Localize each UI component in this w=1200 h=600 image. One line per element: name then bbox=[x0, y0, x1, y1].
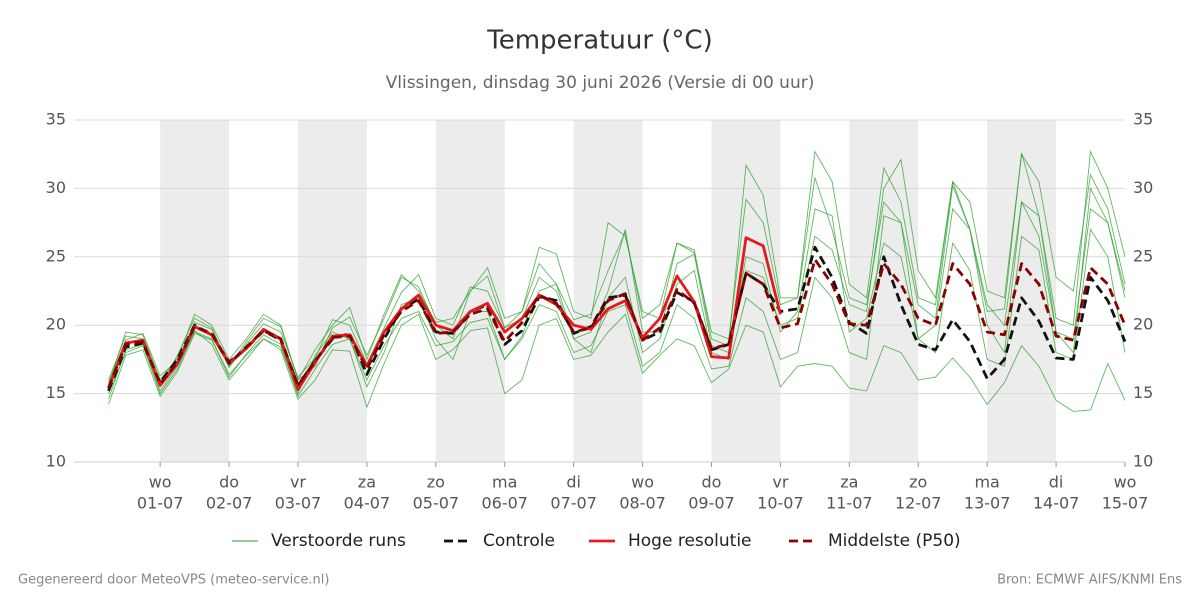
x-tick-date: 11-07 bbox=[826, 494, 873, 513]
x-tick-date: 14-07 bbox=[1033, 494, 1080, 513]
x-tick-date: 13-07 bbox=[964, 494, 1011, 513]
ensemble-line bbox=[108, 158, 1126, 383]
legend-label: Controle bbox=[483, 531, 555, 551]
x-tick-date: 01-07 bbox=[137, 494, 184, 513]
background bbox=[74, 119, 1125, 463]
y-tick-label: 20 bbox=[46, 315, 66, 334]
x-tick-day: ma bbox=[492, 473, 517, 492]
x-tick-day: vr bbox=[772, 473, 788, 492]
ensemble-line bbox=[108, 149, 1126, 388]
legend-label: Hoge resolutie bbox=[628, 531, 752, 551]
x-tick-date: 02-07 bbox=[206, 494, 253, 513]
x-tick-day: do bbox=[219, 473, 239, 492]
x-tick-day: za bbox=[840, 473, 858, 492]
y-tick-label: 25 bbox=[46, 246, 66, 265]
x-tick-day: ma bbox=[974, 473, 999, 492]
x-tick-day: za bbox=[358, 473, 376, 492]
ensemble-line bbox=[108, 215, 1126, 398]
x-tick-date: 04-07 bbox=[344, 494, 391, 513]
x-tick-day: vr bbox=[290, 473, 306, 492]
series-line bbox=[107, 258, 1127, 389]
day-shade bbox=[297, 120, 367, 462]
x-tick-date: 15-07 bbox=[1102, 494, 1149, 513]
ensemble-line bbox=[108, 313, 1126, 412]
chart-subtitle: Vlissingen, dinsdag 30 juni 2026 (Versie… bbox=[386, 73, 815, 93]
y2-tick-label: 35 bbox=[1133, 110, 1153, 129]
x-tick-date: 10-07 bbox=[757, 494, 804, 513]
day-shade bbox=[987, 120, 1057, 462]
series-line bbox=[107, 245, 1127, 392]
chart-title: Temperatuur (°C) bbox=[486, 26, 712, 56]
x-tick-date: 07-07 bbox=[550, 494, 597, 513]
day-shade bbox=[849, 120, 919, 462]
y2-tick-label: 10 bbox=[1133, 452, 1153, 471]
x-tick-day: di bbox=[1049, 473, 1064, 492]
x-tick-date: 12-07 bbox=[895, 494, 942, 513]
y-tick-label: 15 bbox=[46, 383, 66, 402]
x-tick-date: 09-07 bbox=[688, 494, 735, 513]
y2-tick-label: 15 bbox=[1133, 383, 1153, 402]
x-tick-date: 08-07 bbox=[619, 494, 666, 513]
x-tick-day: di bbox=[566, 473, 581, 492]
x-tick-day: wo bbox=[1114, 473, 1137, 492]
legend-label: Verstoorde runs bbox=[271, 531, 406, 551]
x-tick-day: zo bbox=[909, 473, 927, 492]
y-tick-label: 35 bbox=[46, 110, 66, 129]
x-tick-day: wo bbox=[631, 473, 654, 492]
ensemble-line bbox=[108, 150, 1126, 386]
x-tick-day: wo bbox=[149, 473, 172, 492]
y-tick-label: 10 bbox=[46, 452, 66, 471]
x-tick-date: 05-07 bbox=[413, 494, 460, 513]
footer-right: Bron: ECMWF AIFS/KNMI Ens bbox=[997, 573, 1182, 588]
x-tick-day: zo bbox=[427, 473, 445, 492]
y2-tick-label: 20 bbox=[1133, 315, 1153, 334]
ensemble-line bbox=[108, 200, 1126, 400]
x-tick-day: do bbox=[702, 473, 722, 492]
day-shade bbox=[711, 120, 781, 462]
footer-left: Gegenereerd door MeteoVPS (meteo-service… bbox=[18, 573, 329, 588]
x-tick-date: 06-07 bbox=[481, 494, 528, 513]
x-tick-date: 03-07 bbox=[275, 494, 322, 513]
y2-tick-label: 30 bbox=[1133, 178, 1153, 197]
day-shade bbox=[160, 120, 230, 462]
y2-tick-label: 25 bbox=[1133, 246, 1153, 265]
legend-label: Middelste (P50) bbox=[828, 531, 961, 551]
y-tick-label: 30 bbox=[46, 178, 66, 197]
